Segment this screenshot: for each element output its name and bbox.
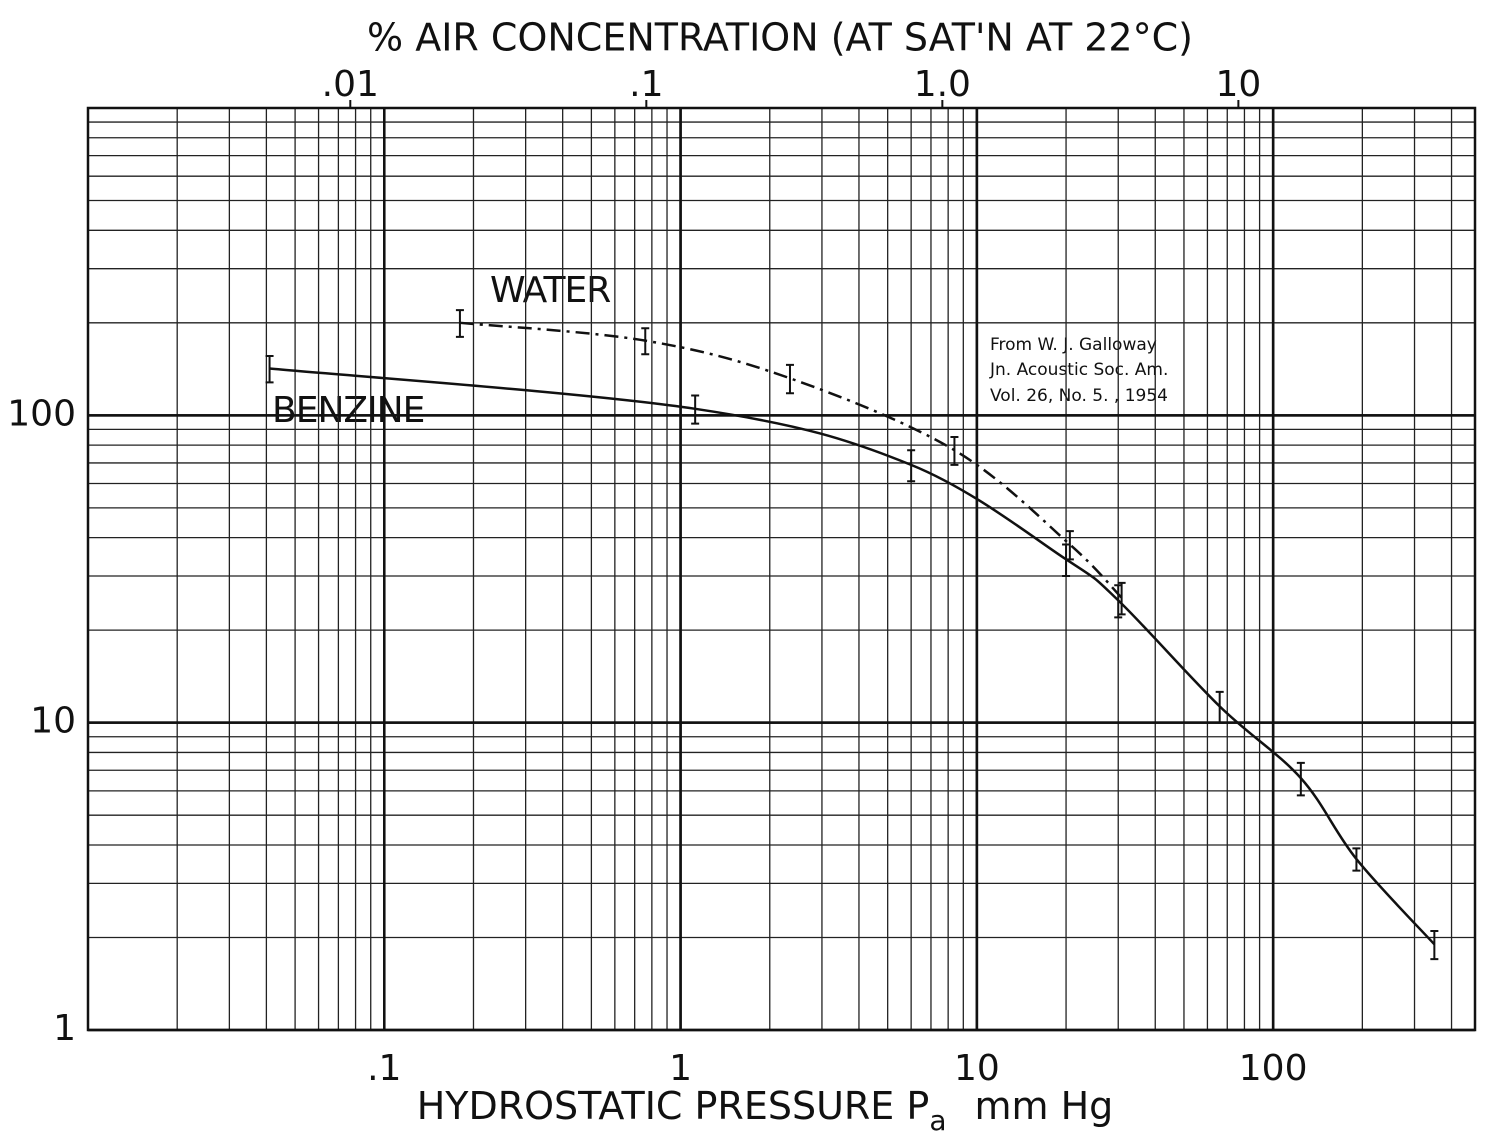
- error-bar: [1215, 690, 1224, 724]
- error-bar: [691, 394, 700, 425]
- x-tick-label: 100: [1239, 1048, 1308, 1089]
- plot-frame: [86, 106, 1477, 1032]
- y-tick-label: 1: [53, 1008, 76, 1049]
- x2-tick-label: 10: [1215, 64, 1261, 105]
- x-tick-label: .1: [367, 1048, 401, 1089]
- citation: Vol. 26, No. 5. , 1954: [990, 386, 1168, 406]
- x-label-unit: mm Hg: [974, 1084, 1113, 1128]
- error-bar: [907, 449, 916, 483]
- error-bar: [455, 309, 464, 338]
- x2-tick-label: .01: [322, 64, 379, 105]
- citation: From W. J. Galloway: [990, 335, 1157, 355]
- error-bar: [1430, 929, 1439, 961]
- y-tick-label: 100: [7, 393, 76, 434]
- error-bar: [950, 436, 959, 466]
- series-line: [269, 367, 1436, 946]
- error-bar: [1062, 543, 1071, 578]
- error-bar: [1352, 847, 1361, 872]
- x-label-subscript: a: [929, 1104, 946, 1137]
- citation: Jn. Acoustic Soc. Am.: [989, 360, 1168, 380]
- water-label: WATER: [490, 270, 610, 311]
- error-bar: [265, 354, 274, 384]
- error-bar: [1296, 761, 1305, 797]
- error-bar: [1114, 584, 1123, 619]
- benzine-label: BENZINE: [272, 390, 424, 431]
- x2-tick-label: .1: [629, 64, 663, 105]
- x-axis-label: HYDROSTATIC PRESSURE Pa mm Hg: [417, 1084, 1114, 1138]
- x-tick-label: 1: [669, 1048, 692, 1089]
- x2-tick-label: 1.0: [914, 64, 971, 105]
- y-tick-label: 10: [30, 701, 76, 742]
- series-line: [459, 321, 1123, 599]
- x-tick-label: 10: [954, 1048, 1000, 1089]
- error-bar: [641, 327, 650, 356]
- error-bar: [785, 363, 794, 395]
- top-axis-label: % AIR CONCENTRATION (AT SAT'N AT 22°C): [367, 16, 1193, 60]
- x-label-text: HYDROSTATIC PRESSURE P: [417, 1084, 930, 1128]
